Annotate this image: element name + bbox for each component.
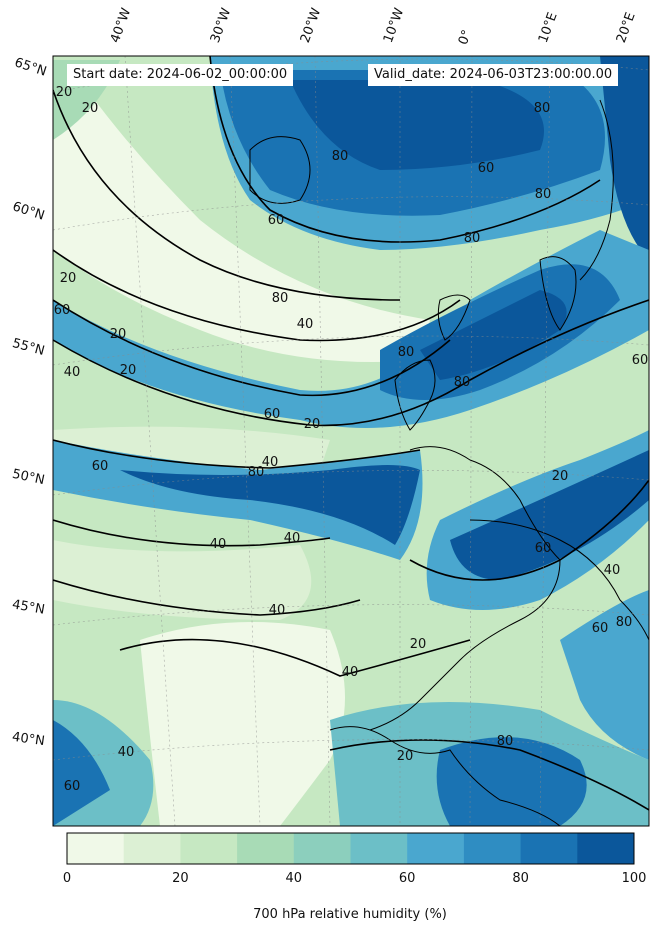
colorbar-bin bbox=[293, 833, 351, 864]
colorbar-bin bbox=[237, 833, 295, 864]
contour-label: 80 bbox=[616, 615, 633, 630]
colorbar-bin bbox=[577, 833, 635, 864]
coastlines bbox=[249, 99, 649, 826]
colorbar bbox=[67, 833, 635, 864]
contour-label: 60 bbox=[592, 621, 609, 636]
contour-label: 20 bbox=[120, 363, 137, 378]
contour-label: 80 bbox=[497, 734, 514, 749]
contour-label: 60 bbox=[268, 213, 285, 228]
contour-label: 80 bbox=[464, 231, 481, 246]
contour-labels: 20 20 20 20 20 20 20 20 20 40 40 40 40 40 40 40 40 40 60 60… bbox=[54, 85, 649, 794]
contour-label: 20 bbox=[552, 469, 569, 484]
contour-label: 40 bbox=[297, 317, 314, 332]
contour-label: 40 bbox=[284, 531, 301, 546]
contour-label: 40 bbox=[269, 603, 286, 618]
colorbar-tick-label: 0 bbox=[62, 871, 72, 886]
contour-label: 80 bbox=[248, 465, 265, 480]
contour-label: 40 bbox=[604, 563, 621, 578]
colorbar-tick-label: 100 bbox=[621, 871, 647, 886]
map-frame bbox=[52, 55, 650, 827]
contour-label: 20 bbox=[56, 85, 73, 100]
colorbar-bin bbox=[123, 833, 181, 864]
contour-label: 20 bbox=[397, 749, 414, 764]
contour-label: 60 bbox=[264, 407, 281, 422]
contour-label: 40 bbox=[262, 455, 279, 470]
contour-label: 60 bbox=[535, 541, 552, 556]
colorbar-bin bbox=[67, 833, 125, 864]
contour-label: 60 bbox=[92, 459, 109, 474]
colorbar-bin bbox=[407, 833, 465, 864]
contour-label: 20 bbox=[110, 327, 127, 342]
contour-label: 40 bbox=[210, 537, 227, 552]
colorbar-bin bbox=[463, 833, 522, 864]
contour-label: 80 bbox=[535, 187, 552, 202]
contour-label: 20 bbox=[82, 101, 99, 116]
contour-label: 20 bbox=[410, 637, 427, 652]
colorbar-label: 700 hPa relative humidity (%) bbox=[253, 907, 447, 922]
contour-label: 20 bbox=[304, 417, 321, 432]
colorbar-bin bbox=[520, 833, 578, 864]
contour-label: 60 bbox=[64, 779, 81, 794]
colorbar-tick-label: 60 bbox=[398, 871, 416, 886]
contour-label: 40 bbox=[342, 665, 359, 680]
contour-label: 60 bbox=[632, 353, 649, 368]
colorbar-bin bbox=[180, 833, 238, 864]
colorbar-tick-label: 40 bbox=[285, 871, 303, 886]
start-date-text: Start date: 2024-06-02_00:00:00 bbox=[67, 64, 294, 86]
contour-label: 20 bbox=[60, 271, 77, 286]
humidity-field: 20 20 20 20 20 20 20 20 20 40 40 40 40 40 40 40 40 40 60 60… bbox=[53, 56, 649, 826]
contour-label: 80 bbox=[454, 375, 471, 390]
contour-label: 80 bbox=[534, 101, 551, 116]
contour-label: 60 bbox=[478, 161, 495, 176]
contour-label: 80 bbox=[398, 345, 415, 360]
colorbar-tick-label: 80 bbox=[512, 871, 529, 886]
contour-label: 60 bbox=[54, 303, 71, 318]
colorbar-bin bbox=[350, 833, 408, 864]
valid-date-text: Valid_date: 2024-06-03T23:00:00.00 bbox=[368, 64, 619, 86]
colorbar-frame bbox=[66, 832, 635, 865]
colorbar-tick-label: 20 bbox=[172, 871, 189, 886]
contour-label: 80 bbox=[272, 291, 289, 306]
contour-label: 40 bbox=[118, 745, 135, 760]
contour-label: 40 bbox=[64, 365, 81, 380]
contour-label: 80 bbox=[332, 149, 349, 164]
